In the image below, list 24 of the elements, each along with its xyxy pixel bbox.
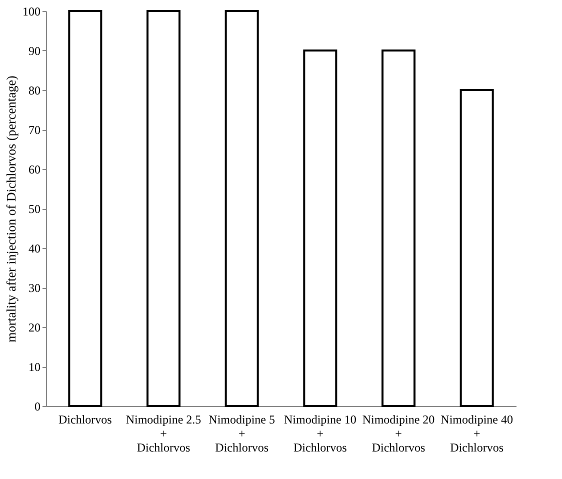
x-tick-label: Dichlorvos (58, 412, 112, 426)
x-tick-label: Nimodipine 10 + Dichlorvos (284, 412, 356, 454)
y-tick-label: 80 (28, 84, 40, 98)
bar (303, 50, 338, 407)
y-tick-label: 40 (28, 242, 40, 256)
y-tick-label: 30 (28, 281, 40, 295)
bar (68, 10, 102, 407)
bar (224, 10, 259, 407)
y-tick-label: 90 (28, 44, 40, 58)
y-tick-label: 0 (34, 400, 40, 414)
y-tick-label: 10 (28, 360, 40, 374)
bar (460, 89, 494, 407)
bar (146, 10, 180, 407)
x-tick-label: Nimodipine 5 + Dichlorvos (208, 412, 275, 454)
bar (382, 50, 416, 407)
y-tick-label: 50 (28, 202, 40, 216)
y-axis-title: mortality after injection of Dichlorvos (percentage) (4, 76, 18, 342)
x-tick-label: Nimodipine 20 + Dichlorvos (362, 412, 435, 454)
y-tick-label: 70 (28, 123, 40, 137)
y-tick-label: 100 (22, 4, 40, 18)
x-tick-label: Nimodipine 2.5 + Dichlorvos (126, 412, 202, 454)
y-tick-label: 20 (28, 320, 40, 334)
y-tick-label: 60 (28, 162, 40, 176)
x-tick-label: Nimodipine 40 + Dichlorvos (440, 412, 513, 454)
